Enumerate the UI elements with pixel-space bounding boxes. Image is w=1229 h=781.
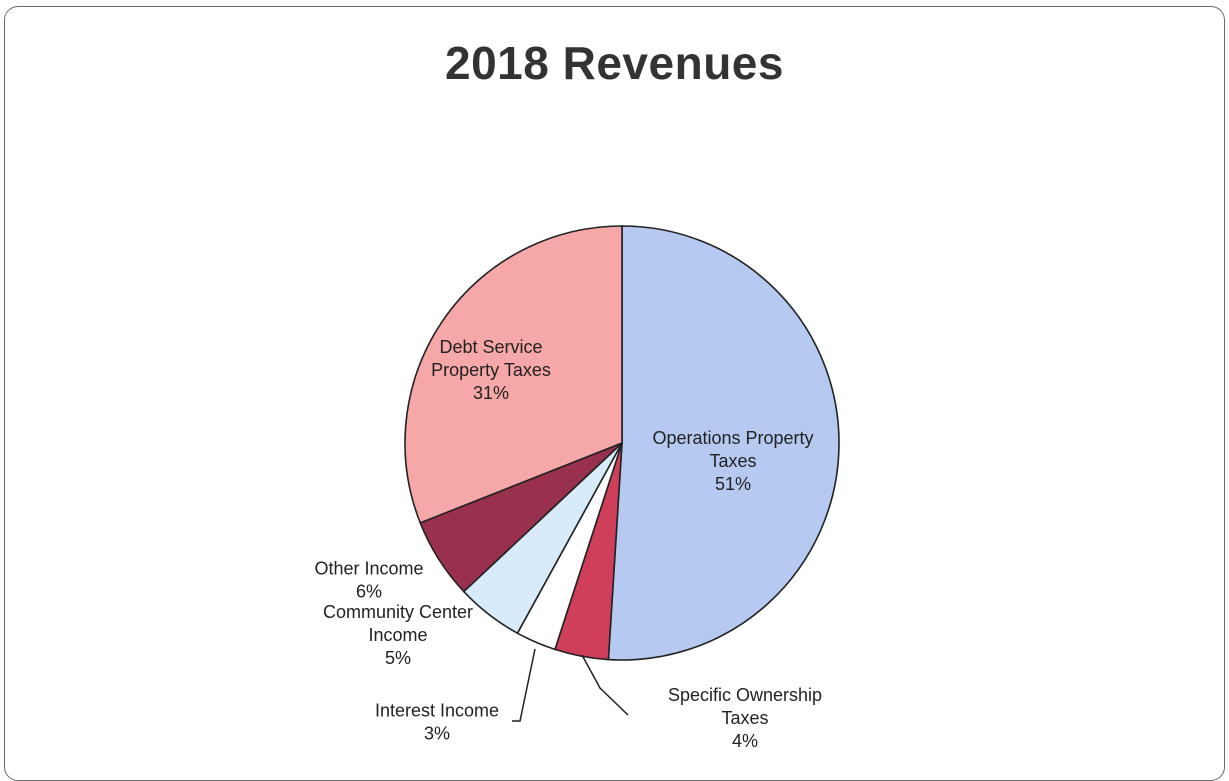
slice-label: Other Income 6%	[314, 559, 423, 602]
leader-line	[581, 654, 629, 716]
slice-percent: 5%	[385, 648, 411, 668]
slice-label-line: Community Center	[323, 602, 473, 622]
pie-slice	[404, 225, 623, 524]
slice-percent: 6%	[356, 582, 382, 602]
slice-label-line: Operations Property	[652, 428, 813, 448]
slice-label-line: Interest Income	[375, 701, 499, 721]
slice-label: Operations Property Taxes 51%	[652, 428, 813, 494]
leader-line	[512, 648, 536, 722]
pie-slice	[607, 225, 840, 661]
slice-label-line: Debt Service	[439, 337, 542, 357]
slice-label-line: Income	[368, 625, 427, 645]
slice-label: Debt Service Property Taxes 31%	[431, 337, 551, 403]
slice-label-line: Specific Ownership	[668, 685, 822, 705]
slice-label-line: Taxes	[709, 451, 756, 471]
slice-label: Interest Income 3%	[375, 701, 499, 744]
slice-label: Specific Ownership Taxes 4%	[668, 685, 822, 751]
slice-label-line: Property Taxes	[431, 360, 551, 380]
slice-label: Community Center Income 5%	[323, 602, 473, 668]
slice-percent: 31%	[473, 383, 509, 403]
slice-label-line: Other Income	[314, 559, 423, 579]
slice-label-line: Taxes	[721, 708, 768, 728]
slice-percent: 4%	[732, 731, 758, 751]
chart-title: 2018 Revenues	[445, 37, 784, 89]
slice-percent: 3%	[424, 724, 450, 744]
slice-percent: 51%	[715, 474, 751, 494]
